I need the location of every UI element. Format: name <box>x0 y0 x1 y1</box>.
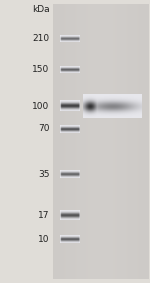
Text: 100: 100 <box>32 102 50 111</box>
Text: 35: 35 <box>38 170 50 179</box>
Text: 210: 210 <box>32 34 50 43</box>
Text: 10: 10 <box>38 235 50 244</box>
Text: 150: 150 <box>32 65 50 74</box>
Text: 17: 17 <box>38 211 50 220</box>
Text: kDa: kDa <box>32 5 50 14</box>
Text: 70: 70 <box>38 124 50 133</box>
